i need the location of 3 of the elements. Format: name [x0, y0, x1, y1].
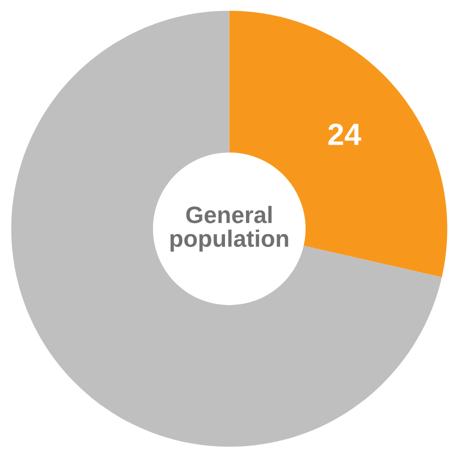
data-label: 24 [328, 124, 362, 145]
text: General population [170, 206, 288, 252]
donut-slice [11, 10, 442, 447]
